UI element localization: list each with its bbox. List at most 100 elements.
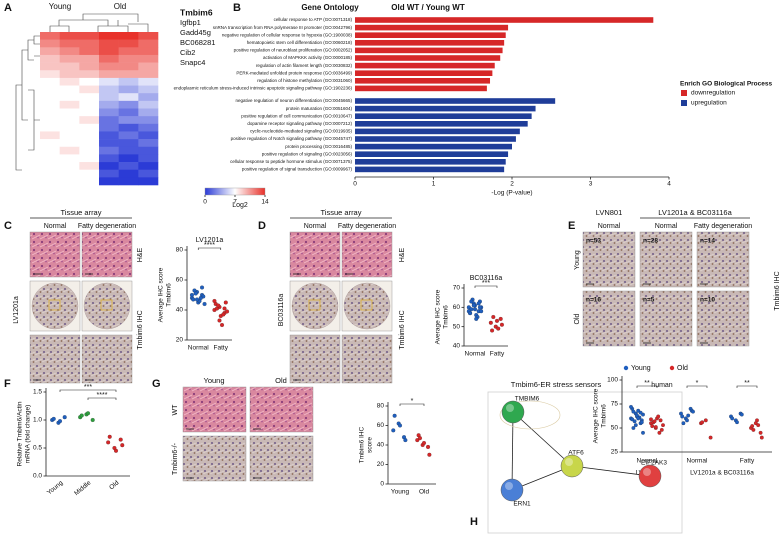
heatmap-cell xyxy=(59,47,80,56)
heatmap-cell xyxy=(138,32,159,40)
heatmap-cell xyxy=(59,70,80,79)
heatmap-cell xyxy=(118,39,139,48)
dot xyxy=(189,293,194,298)
y-tick-label: 80 xyxy=(377,403,385,410)
heatmap-cell xyxy=(79,93,100,102)
heatmap-cell xyxy=(59,100,80,109)
dot xyxy=(756,423,761,428)
heatmap-cell xyxy=(138,100,159,109)
node-label: TMBIM6 xyxy=(515,396,540,403)
dot xyxy=(638,410,643,415)
dot xyxy=(474,316,479,321)
heatmap-cell xyxy=(59,154,80,163)
heatmap-cell xyxy=(118,54,139,63)
image-header: LV1201a & BC03116a xyxy=(658,208,732,217)
heatmap-cell xyxy=(99,162,119,170)
chart-title: BC03116a xyxy=(470,275,503,282)
legend-marker xyxy=(669,365,675,371)
heatmap-cell xyxy=(59,54,80,63)
gene-label: Snapc4 xyxy=(180,58,205,67)
heatmap-cell xyxy=(138,146,159,155)
dot xyxy=(57,419,62,424)
network-edge xyxy=(511,411,514,491)
dot xyxy=(415,438,420,443)
y-tick-label: 50 xyxy=(611,425,619,432)
dot xyxy=(708,435,713,440)
y-tick-label: 100 xyxy=(607,377,618,384)
term-label: positive regulation of Notch signaling p… xyxy=(231,136,353,141)
term-label: negative regulation of cellular response… xyxy=(222,32,353,37)
term-label: protein processing (GO:0016485) xyxy=(285,144,352,149)
bar xyxy=(355,143,512,150)
dot xyxy=(62,415,67,420)
heatmap-cell xyxy=(118,62,139,71)
chart-subtitle: Old WT / Young WT xyxy=(391,3,465,12)
heatmap-cell xyxy=(40,131,60,140)
heatmap-cell xyxy=(59,162,80,170)
dot xyxy=(403,438,408,443)
bar xyxy=(355,166,505,173)
image-header: LVN801 xyxy=(596,208,623,217)
bar xyxy=(355,17,654,23)
term-label: positive regulation of neuroblast prolif… xyxy=(234,48,353,53)
y-tick-label: 75 xyxy=(611,401,619,408)
dendrogram xyxy=(15,13,149,171)
heatmap-cell xyxy=(99,93,119,102)
heatmap-cell xyxy=(59,131,80,140)
heatmap-cell xyxy=(118,85,139,94)
sample-count: n=10 xyxy=(700,297,715,304)
heatmap-cell xyxy=(59,139,80,148)
dot xyxy=(391,428,396,433)
heatmap-cell xyxy=(40,62,60,71)
image-row: H&E xyxy=(137,247,144,262)
heatmap-cell xyxy=(59,177,80,186)
heatmap-cell xyxy=(99,54,119,63)
dot xyxy=(223,300,228,305)
heatmap-cell xyxy=(59,39,80,48)
heatmap-cell xyxy=(99,70,119,79)
legend-label: upregulation xyxy=(691,100,727,107)
heatmap-cell xyxy=(40,100,60,109)
heatmap-cell xyxy=(59,108,80,117)
image-sample: LV1201a xyxy=(13,296,20,324)
image-row: WT xyxy=(172,404,179,416)
sample-count: n=14 xyxy=(700,238,715,245)
dot xyxy=(221,312,226,317)
heatmap-cell xyxy=(138,139,159,148)
heatmap-cell xyxy=(40,154,60,163)
network-node xyxy=(500,478,524,502)
heatmap-cell xyxy=(138,70,159,79)
panel-label: A xyxy=(4,2,12,14)
bar xyxy=(355,85,487,92)
heatmap-cell xyxy=(118,100,139,109)
heatmap-cell xyxy=(59,93,80,102)
dot xyxy=(495,318,500,323)
sample-count: n=28 xyxy=(643,238,658,245)
y-tick-label: 0.0 xyxy=(33,473,42,480)
heatmap-cell xyxy=(40,39,60,48)
node-halo xyxy=(499,400,561,430)
panel-label: H xyxy=(470,516,478,528)
bar xyxy=(355,113,532,119)
heatmap-cell xyxy=(118,93,139,102)
heatmap-cell xyxy=(138,162,159,170)
image-column: Normal xyxy=(655,223,678,230)
micrograph xyxy=(182,435,247,482)
x-axis-label: -Log (P-value) xyxy=(491,190,532,197)
node-shine xyxy=(643,468,651,476)
term-label: cellular response to peptide hormone sti… xyxy=(230,159,352,164)
y-tick-label: 50 xyxy=(453,323,461,330)
dot xyxy=(636,416,641,421)
heatmap-cell xyxy=(99,39,119,48)
dot xyxy=(730,416,735,421)
heatmap-cell xyxy=(79,169,100,178)
heatmap-cell xyxy=(99,32,119,40)
heatmap-cell xyxy=(40,123,60,132)
heatmap-cell xyxy=(138,39,159,48)
y-tick-label: 20 xyxy=(176,337,184,344)
x-tick-label: 3 xyxy=(589,181,593,188)
term-label: hematopoietic stem cell differentiation … xyxy=(247,40,353,45)
legend-label: Old xyxy=(677,365,688,372)
term-label: negative regulation of neuron differenti… xyxy=(236,98,353,103)
heatmap-cell xyxy=(138,177,159,186)
